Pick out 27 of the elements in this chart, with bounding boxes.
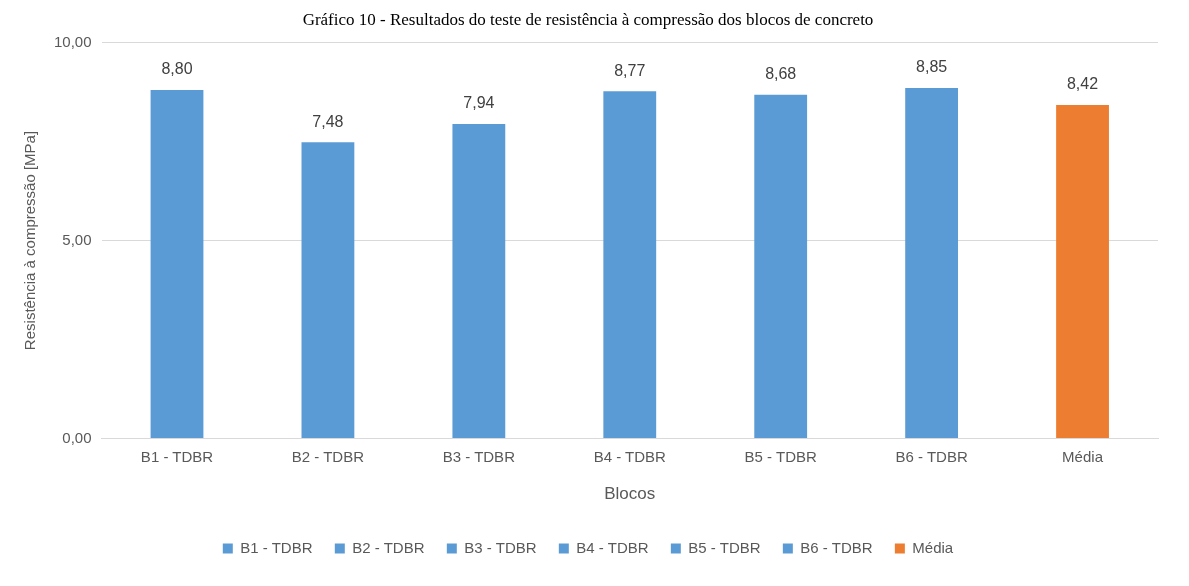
data-label: 8,77: [614, 61, 646, 79]
legend-label: B5 - TDBR: [688, 538, 761, 556]
legend-label: B6 - TDBR: [800, 538, 873, 556]
data-label: 7,48: [312, 112, 344, 130]
legend-label: B2 - TDBR: [352, 538, 425, 556]
x-axis-title: Blocos: [604, 484, 656, 504]
legend-label: B1 - TDBR: [240, 538, 313, 556]
x-tick-label: B4 - TDBR: [593, 447, 667, 465]
x-tick-label: Média: [1062, 447, 1104, 465]
x-tick-label: B5 - TDBR: [744, 447, 817, 465]
y-tick-label: 10,00: [53, 32, 92, 50]
data-label: 8,68: [765, 65, 797, 83]
legend-label: Média: [912, 538, 954, 556]
data-label: 7,94: [463, 94, 495, 112]
x-tick-label: B1 - TDBR: [140, 447, 214, 465]
legend-label: B4 - TDBR: [576, 538, 649, 556]
x-tick-label: B2 - TDBR: [291, 447, 365, 465]
data-label: 8,85: [916, 58, 948, 76]
y-tick-label: 5,00: [62, 230, 92, 248]
legend-label: B3 - TDBR: [464, 538, 537, 556]
data-label: 8,42: [1066, 75, 1099, 93]
data-label: 8,80: [161, 60, 193, 78]
chart-title: Gráfico 10 - Resultados do teste de resistência à compressão dos blocos de concreto: [302, 9, 874, 29]
x-tick-label: B6 - TDBR: [895, 447, 968, 465]
y-axis-title: Resistência à compressão [MPa]: [21, 130, 39, 351]
x-tick-label: B3 - TDBR: [442, 447, 516, 465]
y-tick-label: 0,00: [62, 428, 92, 446]
